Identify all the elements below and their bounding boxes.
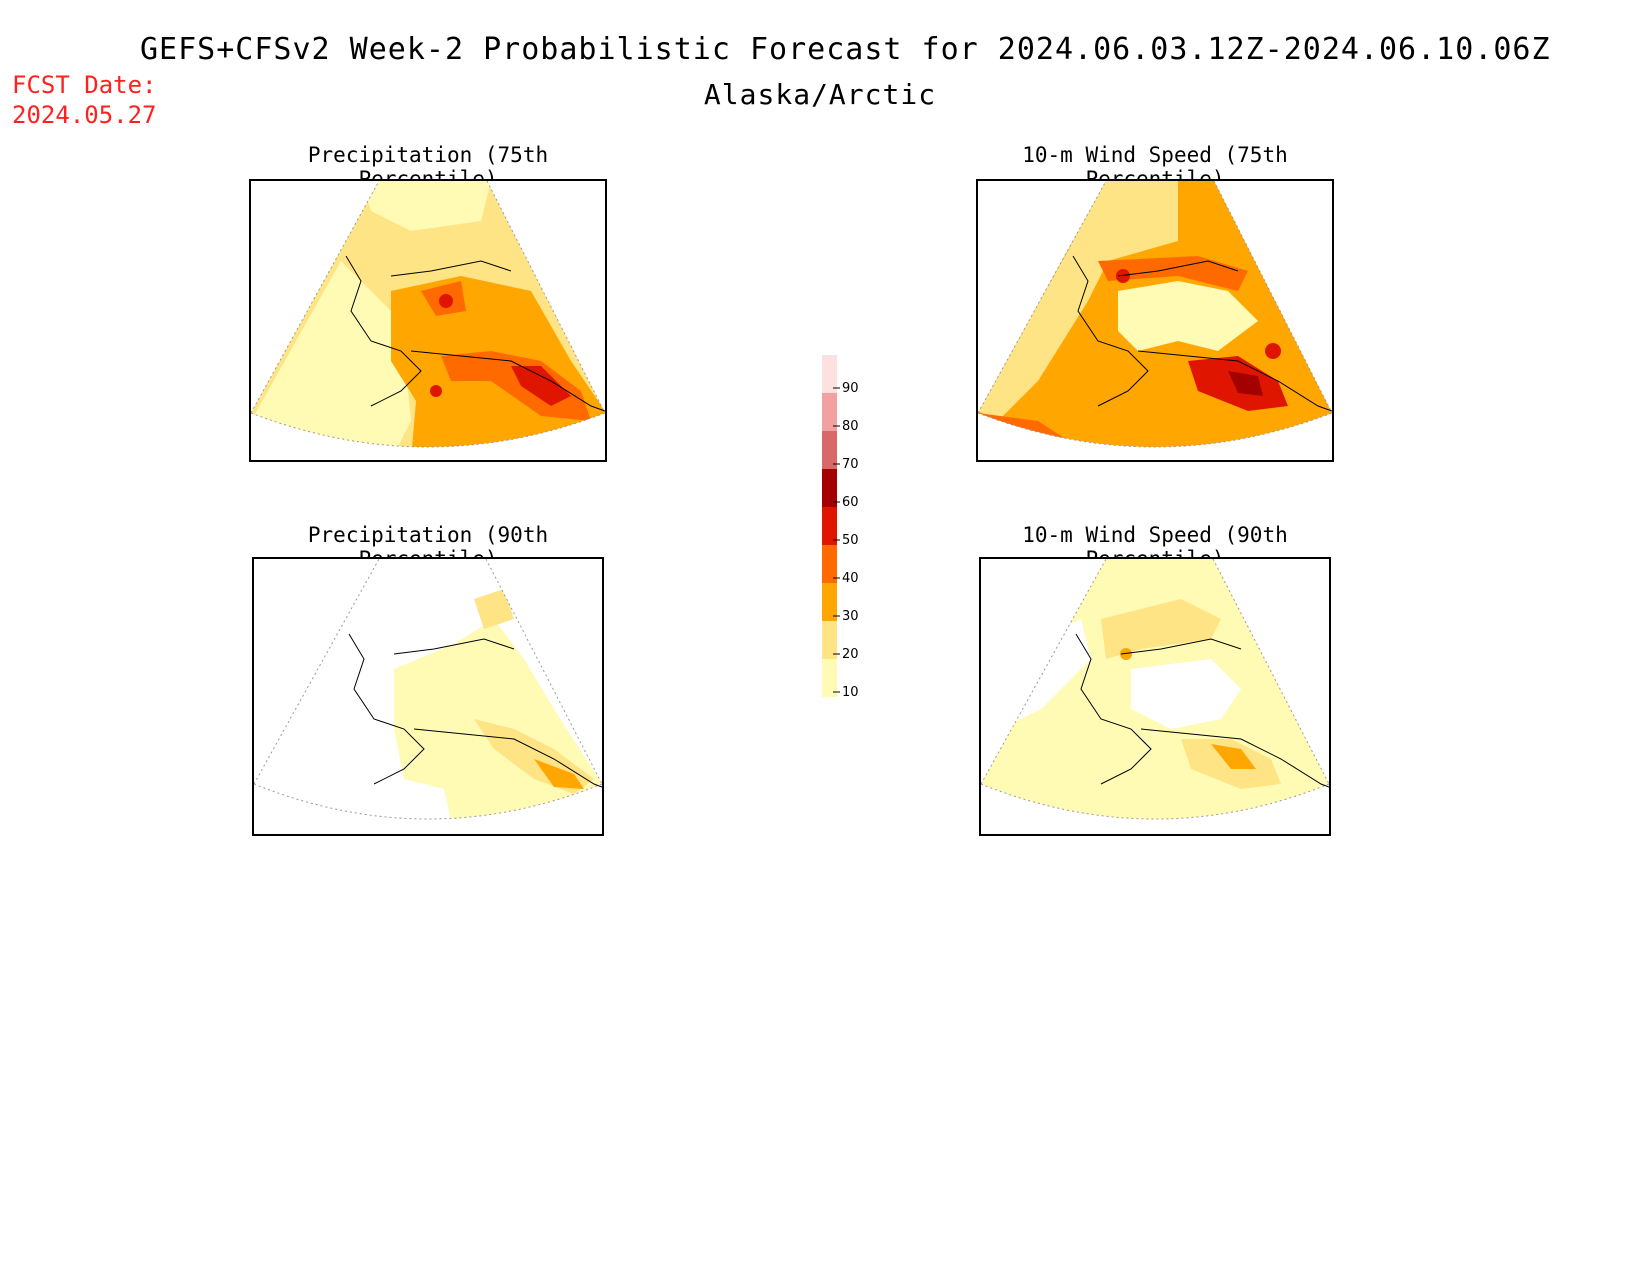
legend-swatch-6 <box>822 431 837 469</box>
legend-swatch-5 <box>822 469 837 507</box>
color-legend: 10 20 30 40 50 60 70 80 90 <box>820 335 900 745</box>
legend-swatch-1 <box>822 621 837 659</box>
map-precip75-svg <box>251 181 605 448</box>
legend-swatch-4 <box>822 507 837 545</box>
legend-label-90: 90 <box>842 381 859 396</box>
map-precip90 <box>252 557 604 836</box>
legend-label-10: 10 <box>842 685 859 700</box>
fcst-date-value: 2024.05.27 <box>12 101 157 129</box>
legend-swatch-2 <box>822 583 837 621</box>
legend-label-80: 80 <box>842 419 859 434</box>
legend-swatch-0 <box>822 659 837 697</box>
main-title: GEFS+CFSv2 Week-2 Probabilistic Forecast… <box>140 32 1551 67</box>
map-wind75 <box>976 179 1334 462</box>
legend-label-20: 20 <box>842 647 859 662</box>
fcst-date-label: FCST Date: <box>12 71 157 99</box>
map-wind90 <box>979 557 1331 836</box>
map-wind75-svg <box>978 181 1332 448</box>
color-legend-svg: 10 20 30 40 50 60 70 80 90 <box>822 355 859 700</box>
map-precip75 <box>249 179 607 462</box>
fcst-date: FCST Date: 2024.05.27 <box>12 70 157 130</box>
legend-label-40: 40 <box>842 571 859 586</box>
legend-label-60: 60 <box>842 495 859 510</box>
legend-label-70: 70 <box>842 457 859 472</box>
legend-swatch-8 <box>822 355 837 393</box>
map-wind90-svg <box>981 559 1329 820</box>
legend-label-30: 30 <box>842 609 859 624</box>
legend-label-50: 50 <box>842 533 859 548</box>
region-subtitle: Alaska/Arctic <box>703 78 937 111</box>
legend-swatch-7 <box>822 393 837 431</box>
legend-swatch-3 <box>822 545 837 583</box>
map-precip90-svg <box>254 559 602 820</box>
